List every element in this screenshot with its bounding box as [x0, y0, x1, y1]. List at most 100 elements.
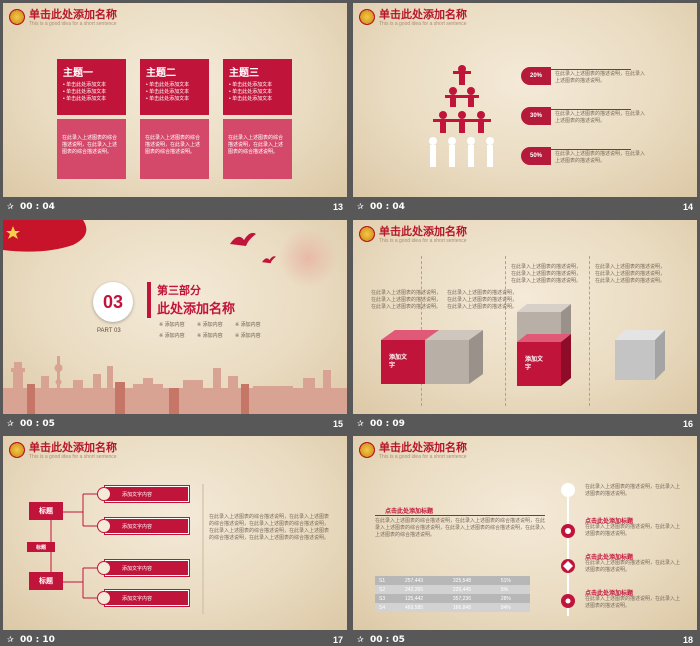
thumbnail-caption: ✰ 00 : 10 17: [3, 630, 347, 646]
divider: [551, 109, 631, 110]
slide-title: 单击此处添加名称: [29, 442, 117, 454]
topic-line: • 单击此处添加文本: [146, 96, 190, 102]
party-emblem-icon: [9, 9, 25, 25]
table-cell: 357,236: [452, 595, 471, 602]
timeline-text: 在此录入上述图表的描述说明，在此录入上述图表的描述说明。: [585, 596, 681, 609]
table-cell: 28%: [500, 595, 511, 602]
table-cell: 225,445: [452, 586, 471, 593]
table-cell: 469,585: [404, 604, 424, 611]
tree-node-title: 标题: [29, 502, 63, 520]
content-heading: 点击此处添加标题: [385, 509, 434, 515]
topic-line: • 单击此处添加文本: [229, 96, 273, 102]
party-emblem-icon: [359, 9, 375, 25]
slide-subtitle: This is a good idea for a short sentence: [379, 238, 467, 244]
slide-preview[interactable]: 单击此处添加名称 This is a good idea for a short…: [353, 3, 697, 197]
topic-line: • 单击此处添加文本: [229, 82, 273, 88]
data-table: S1 257,443 325,548 51% S2 242,265 225,445 5% S…: [375, 576, 530, 612]
section-item-label: 添加内容: [240, 322, 261, 328]
topic-desc-1: 在此录入上述图表的综合描述说明，在此录入上述图表的综合描述说明。: [57, 119, 126, 179]
section-item-label: 添加内容: [202, 333, 223, 339]
divider: [551, 69, 631, 70]
slide-header: 单击此处添加名称 This is a good idea for a short…: [9, 442, 117, 460]
table-cell: 257,443: [404, 577, 424, 584]
slide-header: 单击此处添加名称 This is a good idea for a short…: [359, 9, 467, 27]
topic-box-2: 主题二 • 单击此处添加文本 • 单击此处添加文本 • 单击此处添加文本: [140, 59, 209, 115]
topic-box-1: 主题一 • 单击此处添加文本 • 单击此处添加文本 • 单击此处添加文本: [57, 59, 126, 115]
slide-number: 16: [682, 419, 693, 429]
section-item: ※ 添加内容: [159, 333, 185, 339]
section-item: ※ 添加内容: [235, 322, 261, 328]
desc-text: 在此录入上述图表的描述说明，在此录入上述图表的描述说明，在此录入上述图表的描述说…: [511, 264, 582, 284]
transition-star-icon: ✰: [7, 202, 14, 211]
topic-desc: 在此录入上述图表的综合描述说明，在此录入上述图表的综合描述说明。: [228, 135, 284, 155]
section-item: ※ 添加内容: [197, 333, 223, 339]
node-circle: [97, 591, 111, 605]
slide-preview[interactable]: 单击此处添加名称 This is a good idea for a short…: [353, 220, 697, 414]
slide-title: 单击此处添加名称: [29, 9, 117, 21]
table-cell: S4: [379, 604, 386, 611]
section-name: 此处添加名称: [157, 301, 236, 316]
slide-subtitle: This is a good idea for a short sentence: [379, 21, 467, 27]
table-row: S2 242,265 225,445 5%: [375, 585, 530, 594]
slide-preview[interactable]: 单击此处添加名称 This is a good idea for a short…: [353, 436, 697, 630]
table-cell: 242,265: [404, 586, 424, 593]
table-cell: 84%: [500, 604, 511, 611]
cube-gray-1: [425, 330, 483, 384]
topic-line: • 单击此处添加文本: [229, 89, 273, 95]
slide-duration: 00 : 09: [370, 419, 405, 429]
topic-title: 主题二: [146, 68, 176, 79]
node-circle: [97, 487, 111, 501]
table-cell: 166,848: [452, 604, 471, 611]
slide-preview[interactable]: 03 PART 03 第三部分 此处添加名称 ※ 添加内容 ※ 添加内容 ※ 添…: [3, 220, 347, 414]
table-cell: S2: [379, 586, 386, 593]
body-text: 在此录入上述图表的综合描述说明，在此录入上述图表的综合描述说明，在此录入上述图表…: [209, 514, 330, 541]
stat-badge: 30%: [521, 107, 551, 125]
topic-title: 主题三: [229, 68, 259, 79]
guide-line: [589, 256, 590, 406]
dove-icon: [262, 256, 276, 264]
timeline-icons: [561, 483, 575, 616]
thumbnail-caption: ✰ 00 : 04 14: [353, 197, 697, 217]
stat-badge: 50%: [521, 147, 551, 165]
cube-gray-3: [615, 330, 665, 380]
section-item-label: 添加内容: [164, 322, 185, 328]
topic-box-3: 主题三 • 单击此处添加文本 • 单击此处添加文本 • 单击此处添加文本: [223, 59, 292, 115]
desc-text: 在此录入上述图表的描述说明，在此录入上述图表的描述说明，在此录入上述图表的描述说…: [595, 264, 666, 284]
table-cell: 125,442: [404, 595, 424, 602]
thumbnail-caption: ✰ 00 : 04 13: [3, 197, 347, 217]
section-item: ※ 添加内容: [159, 322, 185, 328]
transition-star-icon: ✰: [7, 635, 14, 644]
content-paragraph: 在此录入上述图表的综合描述说明，在此录入上述图表的综合描述说明，在此录入上述图表…: [375, 518, 546, 538]
topic-title: 主题一: [63, 68, 93, 79]
stat-text: 在此录入上述图表的描述说明，在此录入上述图表的描述说明。: [555, 151, 646, 164]
cube-label: 添加文字: [389, 355, 408, 369]
timeline-title: 点击此处添加标题: [585, 555, 634, 561]
slide-duration: 00 : 05: [20, 419, 55, 429]
desc-text: 在此录入上述图表的描述说明，在此录入上述图表的描述说明，在此录入上述图表的描述说…: [371, 290, 442, 310]
slide-number: 14: [682, 202, 693, 212]
node-circle: [97, 561, 111, 575]
topic-desc-2: 在此录入上述图表的综合描述说明，在此录入上述图表的综合描述说明。: [140, 119, 209, 179]
slide-duration: 00 : 05: [370, 635, 405, 645]
decor-swirl: [278, 228, 338, 288]
transition-star-icon: ✰: [357, 635, 364, 644]
topic-line: • 单击此处添加文本: [146, 82, 190, 88]
topic-desc: 在此录入上述图表的综合描述说明，在此录入上述图表的综合描述说明。: [145, 135, 201, 155]
party-emblem-icon: [9, 442, 25, 458]
topic-desc: 在此录入上述图表的综合描述说明，在此录入上述图表的综合描述说明。: [62, 135, 118, 155]
thumbnail-caption: ✰ 00 : 05 18: [353, 630, 697, 646]
cube-chart: [381, 304, 665, 386]
table-row: S3 125,442 357,236 28%: [375, 594, 530, 603]
thumbnail-caption: ✰ 00 : 05 15: [3, 414, 347, 434]
slide-title: 单击此处添加名称: [379, 9, 467, 21]
table-cell: 325,548: [452, 577, 471, 584]
slide-title: 单击此处添加名称: [379, 442, 467, 454]
slide-preview[interactable]: 单击此处添加名称 This is a good idea for a short…: [3, 436, 347, 630]
section-item: ※ 添加内容: [235, 333, 261, 339]
slide-title: 单击此处添加名称: [379, 226, 467, 238]
slide-preview[interactable]: 单击此处添加名称 This is a good idea for a short…: [3, 3, 347, 197]
desc-text: 在此录入上述图表的描述说明，在此录入上述图表的描述说明，在此录入上述图表的描述说…: [447, 290, 518, 310]
table-row: S1 257,443 325,548 51%: [375, 576, 530, 585]
transition-star-icon: ✰: [7, 419, 14, 428]
slide-duration: 00 : 04: [20, 202, 55, 212]
